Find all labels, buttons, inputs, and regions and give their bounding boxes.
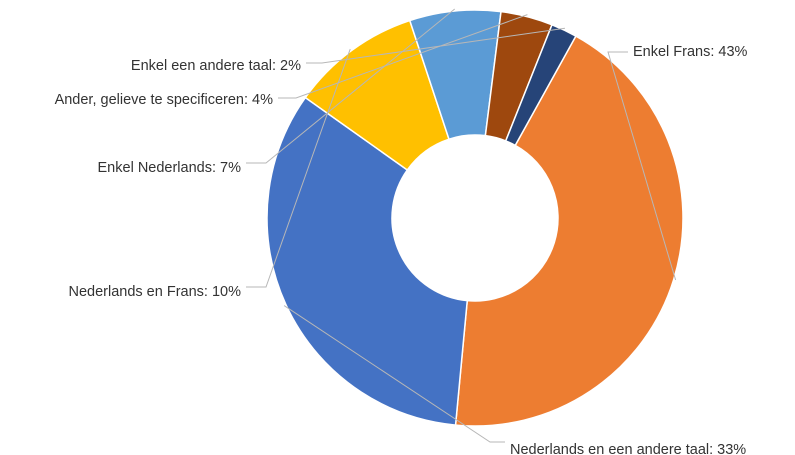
slice-enkel-een-andere-taal — [504, 23, 577, 147]
leader-line — [246, 48, 351, 288]
slice-label: Enkel Frans: 43% — [633, 44, 748, 60]
slice-enkel-frans — [454, 35, 684, 427]
slice-label: Ander, gelieve te specificeren: 4% — [55, 92, 274, 108]
chart-slices — [266, 9, 684, 427]
leader-line — [283, 305, 505, 443]
chart-leader-lines — [246, 8, 677, 443]
leader-line — [306, 27, 566, 64]
chart-labels: Enkel Frans: 43% Nederlands en een andere… — [55, 44, 748, 455]
slice-label: Enkel een andere taal: 2% — [131, 58, 301, 74]
slice-label: Nederlands en Frans: 10% — [69, 284, 242, 300]
leader-line — [246, 8, 456, 164]
slice-label: Nederlands en een andere taal: 33% — [510, 442, 746, 455]
slice-label: Enkel Nederlands: 7% — [98, 160, 242, 176]
leader-line — [607, 51, 677, 281]
slice-nederlands-en-een-andere-taal — [266, 96, 469, 426]
leader-line — [278, 14, 528, 99]
